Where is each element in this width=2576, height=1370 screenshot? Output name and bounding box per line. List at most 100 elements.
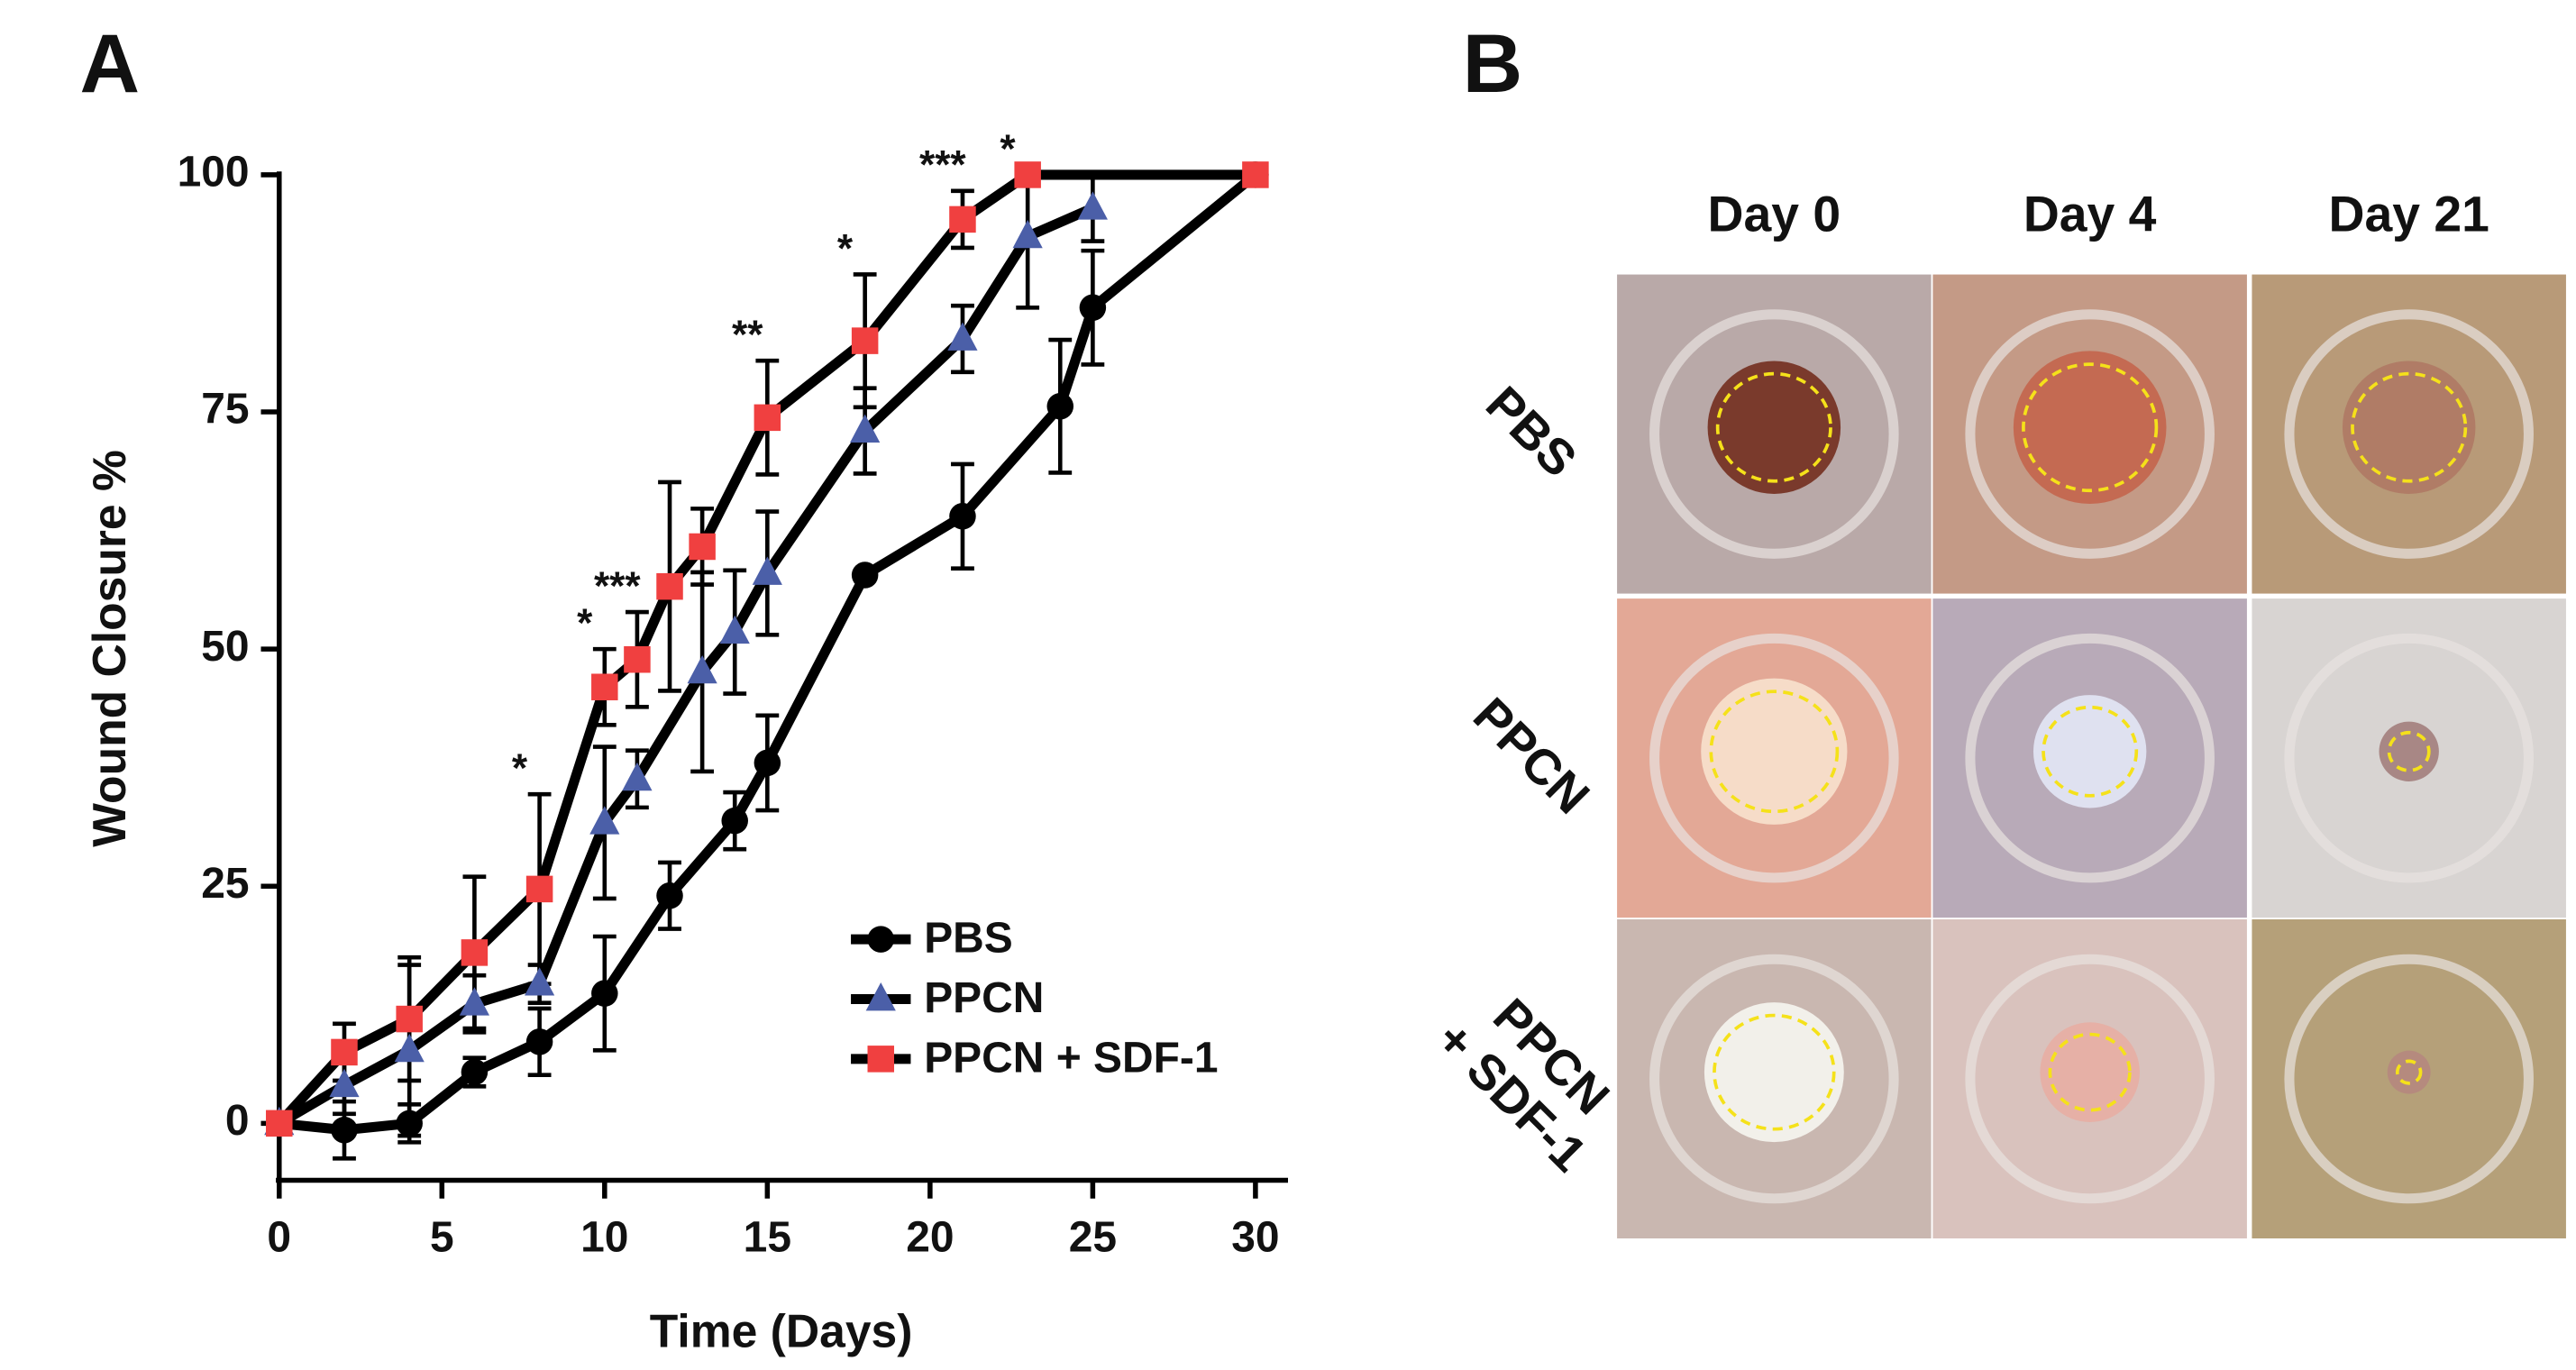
data-point [851, 562, 879, 589]
splint-ring [1965, 309, 2215, 559]
x-tick-label: 15 [744, 1214, 791, 1262]
wound-photo [1932, 274, 2247, 594]
wound-outline [1713, 1013, 1836, 1131]
data-point [1077, 191, 1108, 220]
splint-ring [1649, 633, 1899, 883]
wound-outline [2387, 730, 2431, 772]
wound-outline [2395, 1059, 2423, 1085]
annotation: * [577, 601, 593, 645]
wound-area [1704, 1002, 1844, 1143]
legend-label: PBS [924, 915, 1013, 963]
y-tick-label: 75 [201, 386, 249, 434]
wound-outline [2048, 1032, 2132, 1112]
wound-photo [1932, 598, 2247, 918]
data-point [949, 503, 976, 530]
wound-outline [1709, 690, 1840, 814]
x-tick-label: 20 [906, 1214, 954, 1262]
data-point [689, 533, 716, 561]
wound-outline [2042, 705, 2139, 798]
x-tick-label: 10 [580, 1214, 628, 1262]
series-line [279, 170, 1259, 1136]
data-point [949, 206, 976, 233]
data-point [396, 1110, 423, 1137]
data-point [752, 556, 782, 585]
data-point [461, 1058, 489, 1086]
annotation: *** [919, 143, 966, 187]
legend-marker [867, 1046, 895, 1073]
wound-photo [1932, 918, 2247, 1239]
wound-area [2040, 1022, 2140, 1122]
data-point [947, 322, 978, 351]
legend-marker [865, 982, 896, 1011]
x-tick-label: 0 [267, 1214, 291, 1262]
series-line [275, 169, 1256, 1128]
data-point [525, 967, 555, 996]
wound-photo [1617, 918, 1932, 1239]
wound-photo [2252, 274, 2566, 594]
data-point [266, 1110, 293, 1137]
data-point [394, 1033, 425, 1063]
splint-ring [1965, 954, 2215, 1204]
x-tick-label: 5 [430, 1214, 454, 1262]
y-tick-label: 50 [201, 623, 249, 671]
wound-outline [2022, 362, 2159, 493]
legend-marker [867, 926, 895, 953]
column-label: Day 4 [2023, 186, 2157, 242]
data-point [525, 1028, 553, 1055]
x-tick-label: 25 [1069, 1214, 1117, 1262]
wound-area [2342, 361, 2476, 494]
annotation: * [837, 226, 854, 270]
data-point [687, 654, 717, 684]
data-point [525, 875, 553, 903]
data-point [329, 1068, 360, 1098]
wound-photo [2252, 918, 2566, 1239]
data-point [591, 980, 618, 1007]
splint-ring [1965, 633, 2215, 883]
data-point [850, 414, 881, 443]
y-tick-label: 100 [178, 149, 250, 196]
row-label-line: PBS [1475, 375, 1587, 487]
splint-ring [2284, 309, 2534, 559]
panel-label: A [80, 17, 141, 110]
data-point [1242, 161, 1269, 188]
row-label: PPCN [1463, 687, 1600, 824]
data-point [461, 939, 489, 966]
column-label: Day 0 [1708, 186, 1841, 242]
annotation: ** [732, 313, 763, 357]
series-line [276, 203, 1095, 1128]
panel-label: B [1463, 17, 1523, 110]
data-point [851, 327, 879, 354]
wound-area [2032, 695, 2147, 808]
data-point [589, 806, 620, 835]
data-point [656, 572, 683, 600]
data-point [622, 762, 653, 791]
wound-area [1707, 361, 1841, 494]
y-tick-label: 0 [225, 1097, 250, 1145]
wound-area [2013, 351, 2167, 505]
data-point [721, 807, 748, 835]
y-tick-label: 25 [201, 860, 249, 908]
wound-outline [2351, 371, 2468, 483]
data-point [754, 404, 781, 432]
x-axis-title: Time (Days) [650, 1305, 913, 1357]
y-axis-title: Wound Closure % [83, 450, 135, 847]
splint-ring [2284, 954, 2534, 1204]
data-point [754, 749, 781, 777]
wound-photo [1617, 274, 1932, 594]
data-point [624, 645, 651, 673]
annotation: * [1000, 127, 1016, 171]
data-point [396, 1005, 423, 1033]
legend-label: PPCN [924, 974, 1044, 1022]
data-point [1014, 161, 1041, 188]
wound-area [2387, 1050, 2431, 1094]
legend-label: PPCN + SDF-1 [924, 1034, 1218, 1082]
wound-area [1701, 678, 1848, 825]
wound-photo [1617, 598, 1932, 918]
wound-outline [1715, 371, 1832, 483]
splint-ring [1649, 954, 1899, 1204]
data-point [331, 1038, 358, 1066]
data-point [656, 882, 683, 909]
row-label: PBS [1475, 375, 1587, 487]
wound-photo [2252, 598, 2566, 918]
